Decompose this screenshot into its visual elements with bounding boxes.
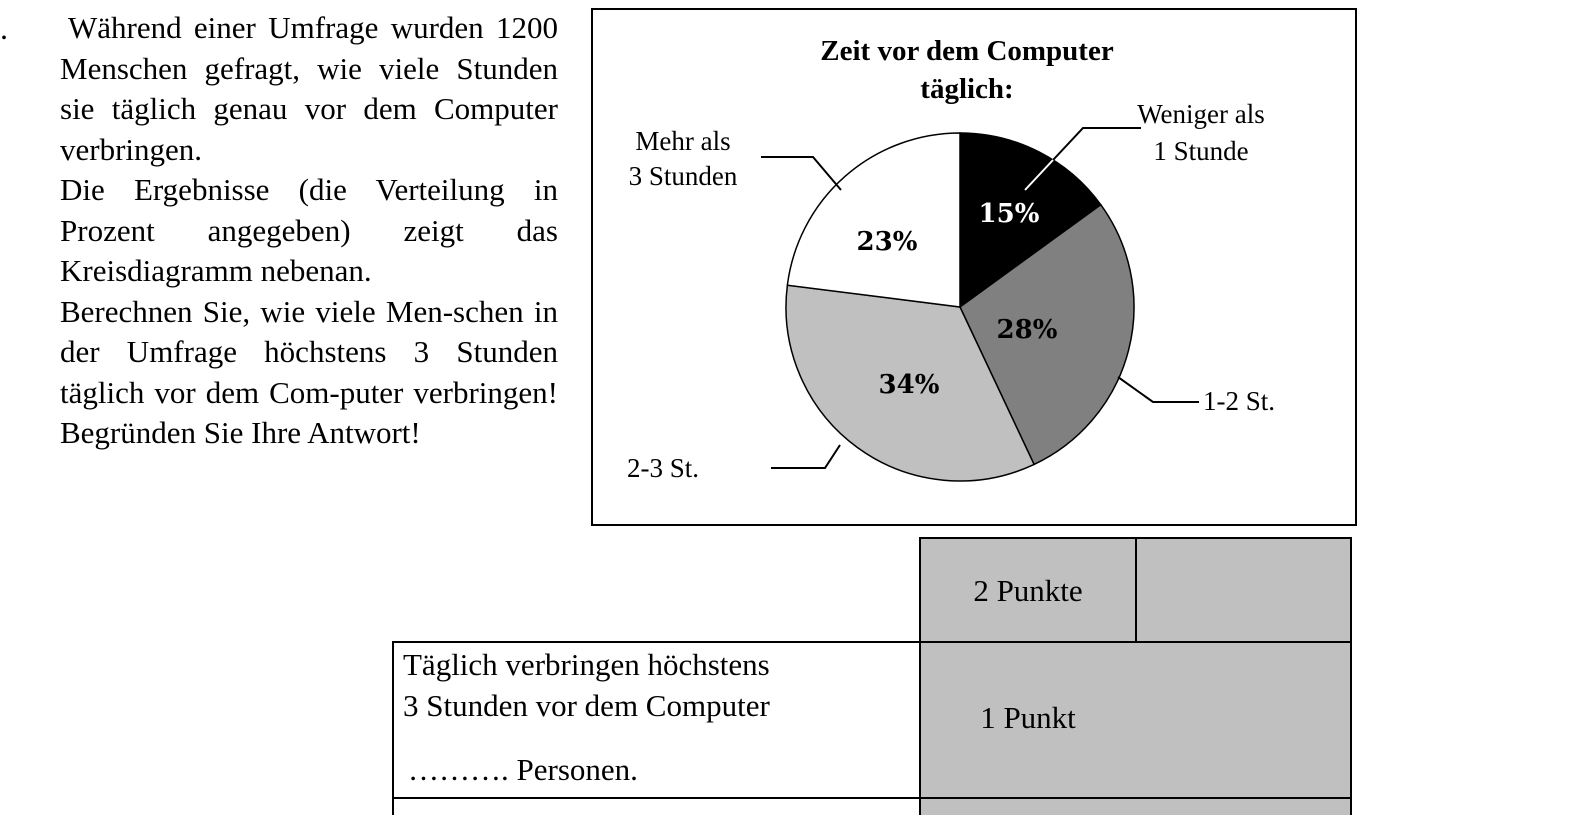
points-cell-row2: 1 Punkt xyxy=(919,641,1137,815)
points-label-row1: 2 Punkte xyxy=(973,573,1083,608)
score-cell-row1 xyxy=(1135,537,1352,643)
pie-chart: Zeit vor dem Computer täglich: 15% 28% 34%… xyxy=(627,35,1275,483)
task-paragraph-intro: Während einer Umfrage wurden 1200 Mensch… xyxy=(60,10,558,167)
score-cell-row2[interactable] xyxy=(1135,641,1352,815)
leader-line-less-than-1h-inner xyxy=(1024,159,1054,191)
slice-label-less-than-1h-line-1: Weniger als xyxy=(1137,99,1265,129)
task-paragraph-results: Die Ergebnisse (die Verteilung in Prozen… xyxy=(60,172,558,288)
answer-blank[interactable]: ………. Personen. xyxy=(408,752,638,787)
answer-line-2: 3 Stunden vor dem Computer xyxy=(403,688,770,723)
answer-line-1: Täglich verbringen höchstens xyxy=(403,647,770,682)
pie-slice-less-than-1h xyxy=(959,132,1102,309)
leader-line-2-3h xyxy=(771,444,841,469)
slice-value-less-than-1h: 15% xyxy=(979,199,1040,229)
points-cell-row1: 2 Punkte xyxy=(919,537,1137,643)
task-number: . xyxy=(0,10,8,46)
leader-line-1-2h xyxy=(1117,376,1199,403)
slice-value-more-than-3h: 23% xyxy=(857,227,918,257)
pie-chart-frame: Zeit vor dem Computer täglich: 15% 28% 34%… xyxy=(591,8,1357,526)
pie-slice-more-than-3h xyxy=(786,132,961,308)
table-bottom-rule xyxy=(392,797,1352,799)
answer-cell xyxy=(392,641,921,815)
slice-category-labels: Weniger als 1 Stunde 1-2 St. 2-3 St. Mehr al… xyxy=(627,99,1275,483)
pie-slices xyxy=(785,132,1135,482)
task-statement: Während einer Umfrage wurden 1200 Mensch… xyxy=(60,8,558,454)
slice-label-more-than-3h-line-2: 3 Stunden xyxy=(629,161,738,191)
chart-title-line-2: täglich: xyxy=(920,73,1013,105)
leader-lines xyxy=(761,127,1199,469)
chart-title-line-1: Zeit vor dem Computer xyxy=(820,35,1114,67)
pie-slice-1-2h xyxy=(959,203,1135,466)
slice-label-more-than-3h-line-1: Mehr als xyxy=(635,126,730,156)
slice-label-1-2h-line-1: 1-2 St. xyxy=(1203,386,1275,416)
slice-value-1-2h: 28% xyxy=(997,315,1058,345)
slice-label-less-than-1h-line-2: 1 Stunde xyxy=(1153,136,1248,166)
leader-line-more-than-3h xyxy=(761,156,842,191)
slice-value-labels: 15% 28% 34% 23% xyxy=(857,199,1058,400)
points-label-row2: 1 Punkt xyxy=(980,700,1076,735)
pie-slice-2-3h xyxy=(785,284,1036,482)
task-paragraph-question: Berechnen Sie, wie viele Men-schen in de… xyxy=(60,293,558,451)
slice-label-2-3h-line-1: 2-3 St. xyxy=(627,453,699,483)
slice-value-2-3h: 34% xyxy=(879,370,940,400)
